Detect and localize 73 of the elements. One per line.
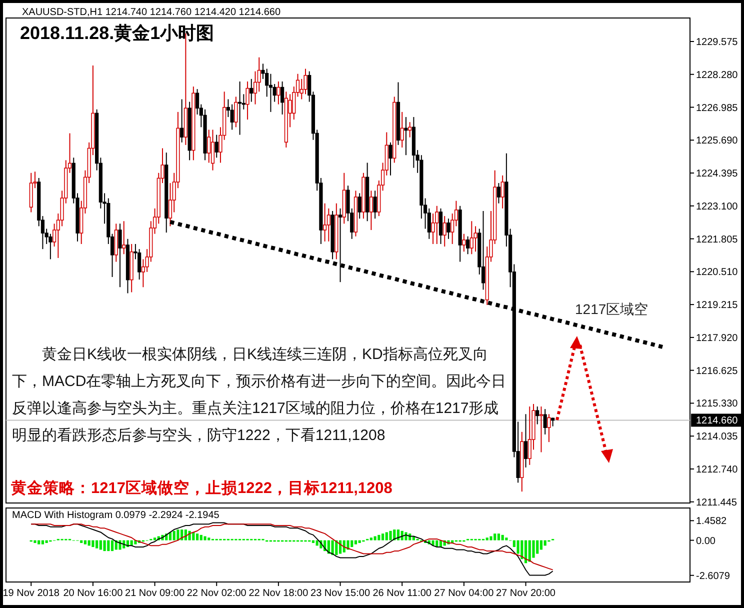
x-tick-label: 23 Nov 15:00 [310,588,370,599]
bar [350,540,354,548]
y-tick-label: 1.4582 [696,516,728,528]
bar [192,532,195,540]
bar [505,538,508,540]
bar [524,540,528,564]
y-tick-label: 1212.740 [696,464,738,476]
bar [381,534,384,540]
y-tick-label: 1214.035 [696,432,738,443]
x-tick-label: 20 Nov 16:00 [63,588,124,599]
y-tick-label: 0.00 [696,536,716,547]
y-tick-label: 1215.330 [696,398,738,410]
bar [354,540,358,544]
bar [84,540,87,544]
y-tick-label: 1226.985 [696,102,738,114]
bar [153,538,156,540]
y-tick-label: 1216.625 [696,366,738,377]
y-tick-label: 1211.445 [696,497,738,508]
bar [331,540,334,556]
y-tick-label: 1229.575 [696,36,738,48]
bar [96,540,98,548]
x-tick-label: 22 Nov 02:00 [186,588,247,599]
bar [378,534,380,540]
bar [536,540,539,554]
x-tick-label: 22 Nov 18:00 [248,588,309,599]
ref-line-label: 1214.660 [696,416,738,427]
y-tick-label: -2.6079 [696,570,730,582]
bar [389,530,392,540]
annotation: 黄金策略：1217区域做空，止损1222，目标1211,1208 [11,478,394,499]
bar [528,540,531,562]
y-tick-label: 1228.280 [696,70,738,81]
bar [92,540,94,548]
bar [38,540,40,544]
bar [200,534,202,540]
bar [172,530,176,540]
bar [103,540,106,552]
bar [494,534,496,540]
y-tick-label: 1220.510 [696,267,738,278]
bar [99,540,102,550]
bar [196,534,199,540]
annotation: 黄金日K线收一根实体阴线，日K线连续三连阴，KD指标高位死叉向下，MACD在零轴上方死叉向下，预示价格有进一步向下的空间。因此今日反弹以逢高参与空头为主。重点关注1217区域的阻力位，价格在1217形成明显的看跌形态后参与空头，防守1222，下看1211,1208 [12,345,508,446]
bar [497,534,500,540]
x-tick-label: 21 Nov 09:00 [125,588,185,599]
y-tick-label: 1225.690 [696,136,738,147]
chart-subtitle: XAUUSD-STD,H1 1214.740 1214.760 1214.420 1214.660 [22,7,281,18]
chart-title: 2018.11.28.黄金1小时图 [20,23,214,43]
y-tick-label: 1217.920 [696,332,738,344]
bar [501,534,504,540]
x-tick-label: 27 Nov 04:00 [434,588,494,599]
bar [204,536,206,540]
x-tick-label: 27 Nov 20:00 [496,588,556,599]
chart-title: MACD With Histogram 0.0979 -2.2924 -2.1945 [12,510,220,521]
bar [374,536,376,540]
y-tick-label: 1219.215 [696,300,738,312]
bar [110,540,114,552]
bar [486,538,488,540]
bar [176,530,180,540]
annotation: 1217区域空 [575,300,650,318]
y-tick-label: 1224.395 [696,168,738,180]
y-tick-label: 1223.100 [696,201,738,212]
bar [370,538,372,540]
bar [540,540,543,550]
bar [532,540,535,558]
bar [107,540,110,552]
x-tick-label: 26 Nov 11:00 [372,588,432,599]
bar [168,532,172,540]
bar [208,538,210,540]
bar [41,540,44,544]
bar [34,540,36,543]
x-tick-label: 19 Nov 2018 [2,588,60,599]
bar [385,532,388,540]
bar [490,536,492,540]
y-tick-label: 1221.805 [696,234,738,246]
